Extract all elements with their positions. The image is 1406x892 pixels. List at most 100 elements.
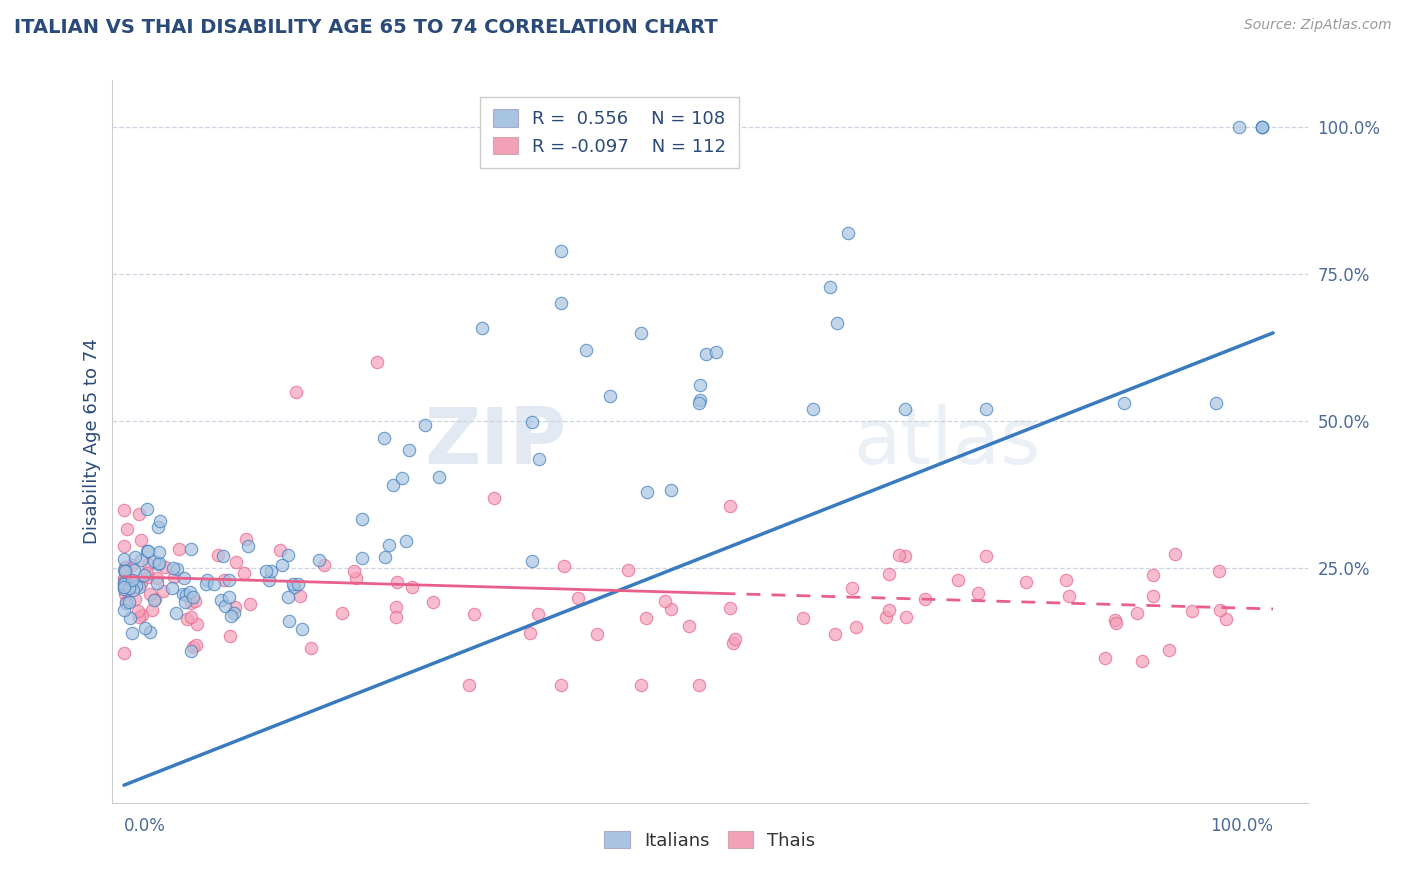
- Point: [114, 560, 136, 574]
- Point: [134, 621, 156, 635]
- Point: [634, 610, 657, 624]
- Point: [330, 606, 353, 620]
- Point: [114, 587, 136, 601]
- Point: [974, 402, 997, 417]
- Point: [136, 557, 159, 571]
- Point: [553, 559, 575, 574]
- Point: [117, 595, 139, 609]
- Point: [1057, 590, 1080, 604]
- Point: [139, 587, 162, 601]
- Point: [212, 549, 235, 563]
- Point: [946, 573, 969, 587]
- Point: [287, 577, 309, 591]
- Point: [160, 582, 183, 596]
- Point: [519, 626, 541, 640]
- Point: [174, 595, 197, 609]
- Point: [136, 502, 159, 516]
- Point: [112, 571, 135, 585]
- Point: [172, 587, 194, 601]
- Point: [179, 585, 201, 599]
- Point: [148, 544, 170, 558]
- Point: [114, 563, 136, 577]
- Point: [129, 553, 152, 567]
- Point: [285, 384, 308, 399]
- Point: [166, 562, 188, 576]
- Point: [236, 539, 259, 553]
- Point: [112, 540, 135, 554]
- Point: [889, 548, 911, 562]
- Point: [1126, 607, 1149, 621]
- Point: [235, 533, 257, 547]
- Point: [575, 343, 598, 357]
- Point: [174, 588, 197, 602]
- Point: [818, 279, 841, 293]
- Point: [121, 558, 143, 573]
- Point: [659, 483, 682, 497]
- Point: [125, 579, 148, 593]
- Point: [143, 554, 166, 568]
- Point: [120, 611, 142, 625]
- Point: [239, 597, 262, 611]
- Point: [1015, 574, 1038, 589]
- Point: [118, 581, 141, 595]
- Point: [131, 608, 153, 623]
- Point: [894, 549, 917, 563]
- Point: [695, 347, 717, 361]
- Point: [845, 619, 868, 633]
- Point: [1105, 615, 1128, 630]
- Point: [550, 678, 572, 692]
- Point: [138, 570, 160, 584]
- Point: [260, 564, 283, 578]
- Point: [219, 609, 242, 624]
- Text: 100.0%: 100.0%: [1211, 817, 1272, 836]
- Point: [278, 614, 301, 628]
- Point: [385, 575, 408, 590]
- Point: [974, 549, 997, 563]
- Point: [129, 575, 152, 590]
- Point: [115, 573, 138, 587]
- Point: [308, 553, 330, 567]
- Point: [162, 560, 184, 574]
- Point: [678, 619, 700, 633]
- Point: [688, 678, 710, 692]
- Point: [132, 568, 155, 582]
- Point: [1159, 643, 1181, 657]
- Point: [121, 626, 143, 640]
- Point: [143, 592, 166, 607]
- Point: [841, 581, 863, 595]
- Point: [1112, 396, 1135, 410]
- Point: [299, 641, 322, 656]
- Point: [689, 393, 711, 408]
- Point: [277, 548, 299, 562]
- Point: [314, 558, 336, 572]
- Point: [463, 607, 485, 621]
- Point: [894, 609, 917, 624]
- Point: [630, 326, 652, 340]
- Point: [654, 594, 676, 608]
- Point: [1181, 604, 1204, 618]
- Point: [1142, 590, 1164, 604]
- Point: [163, 570, 186, 584]
- Point: [894, 402, 917, 417]
- Y-axis label: Disability Age 65 to 74: Disability Age 65 to 74: [83, 339, 101, 544]
- Point: [720, 500, 742, 514]
- Point: [124, 563, 146, 577]
- Point: [373, 431, 395, 445]
- Point: [136, 566, 159, 580]
- Point: [186, 617, 208, 632]
- Point: [688, 396, 710, 410]
- Point: [520, 554, 543, 568]
- Point: [291, 622, 314, 636]
- Point: [233, 566, 256, 581]
- Point: [824, 627, 846, 641]
- Point: [146, 571, 169, 585]
- Point: [366, 355, 388, 369]
- Point: [269, 542, 291, 557]
- Point: [121, 573, 143, 587]
- Point: [724, 632, 747, 647]
- Point: [143, 592, 166, 607]
- Point: [377, 538, 399, 552]
- Point: [391, 471, 413, 485]
- Point: [550, 244, 572, 258]
- Point: [457, 678, 479, 692]
